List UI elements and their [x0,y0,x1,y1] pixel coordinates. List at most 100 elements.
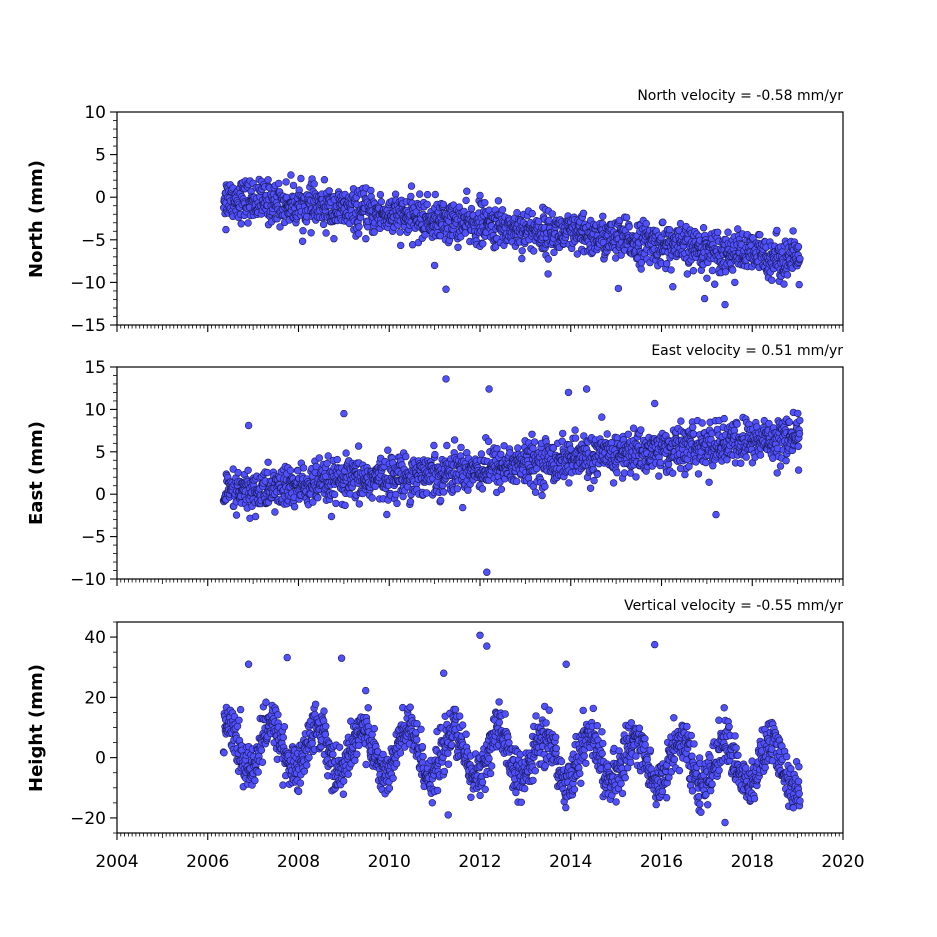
height-data-point [340,777,348,785]
height-data-point [462,730,470,738]
north-points [220,171,804,309]
height-data-point [396,749,405,757]
north-data-point [622,213,631,222]
north-data-point [330,235,338,243]
height-data-point [235,716,243,724]
east-data-point [383,510,391,519]
north-data-point [713,228,722,237]
north-data-point [796,255,804,263]
east-data-point [656,458,665,467]
height-data-point [370,724,378,733]
north-data-point [481,199,489,207]
height-data-point [467,793,475,801]
east-data-point [271,508,279,516]
height-data-point [577,779,585,787]
east-data-point [299,464,308,472]
east-data-point [393,499,401,508]
north-data-point [708,266,717,275]
east-data-point [497,485,506,493]
east-data-point [637,426,645,434]
east-data-point [782,457,790,465]
north-data-point [479,240,487,248]
height-data-point [413,735,421,744]
height-data-point [552,744,560,753]
height-data-point [545,706,553,714]
height-data-point [233,722,242,730]
north-data-point [667,266,675,274]
north-data-point [494,197,503,205]
north-data-point [689,267,698,275]
north-data-point [768,276,776,284]
east-data-point [355,500,363,508]
north-data-point [579,209,588,218]
north-data-point [264,176,272,184]
north-data-point [476,191,484,200]
north-data-point [319,220,328,229]
east-data-point [613,469,621,477]
height-data-point [300,767,309,775]
north-data-point [322,229,330,237]
north-data-point [794,242,803,251]
north-data-point [773,226,781,235]
east-data-point [565,479,573,487]
height-data-point [557,757,566,766]
north-data-point [544,270,552,278]
height-data-point [355,741,363,750]
east-data-point [457,443,465,452]
height-data-point [495,698,503,706]
east-data-point [571,426,579,434]
north-data-point [513,209,521,217]
height-data-point [254,768,262,776]
north-data-point [320,176,329,184]
height-data-point [444,749,452,757]
east-data-point [698,419,706,427]
height-data-point [385,784,394,792]
height-data-point [485,754,493,763]
north-data-point [355,230,363,238]
north-data-point [430,261,439,270]
east-data-point [702,458,710,467]
north-data-point [237,220,245,228]
east-data-point [609,479,618,487]
north-data-point [396,228,404,236]
north-data-point [518,247,526,255]
height-data-point [419,752,427,761]
east-data-point [440,488,448,496]
east-data-point [733,420,741,428]
north-data-point [367,186,375,195]
east-data-point [538,491,546,500]
east-y-tick-label: 15 [84,358,106,378]
height-data-point [551,733,560,741]
north-y-tick-label: 10 [84,103,106,123]
east-data-point [794,466,803,474]
east-data-point [485,385,493,393]
north-data-point [370,228,378,236]
east-data-point [794,409,802,418]
height-data-point [531,767,539,775]
east-data-point [528,430,536,438]
east-data-point [512,477,521,486]
north-data-point [528,209,536,218]
east-data-point [450,436,459,444]
east-data-point [541,482,549,491]
north-data-point [789,227,797,235]
height-data-point [362,760,370,769]
north-data-point [397,241,405,250]
height-data-point [389,774,397,782]
height-data-point [501,710,509,718]
north-panel: North velocity = -0.58 mm/yr North (mm) … [26,88,844,336]
height-y-axis-label: Height (mm) [26,664,47,792]
east-data-point [341,501,349,510]
north-data-point [544,255,552,263]
height-data-point [532,712,540,720]
east-data-point [681,470,689,479]
east-data-point [598,413,606,421]
height-data-point [481,785,489,794]
north-data-point [642,219,650,228]
east-data-point [531,488,540,496]
east-data-point [477,450,486,458]
height-data-point [476,791,484,800]
east-data-point [712,510,720,519]
north-data-point [614,284,623,293]
east-data-point [688,423,697,431]
